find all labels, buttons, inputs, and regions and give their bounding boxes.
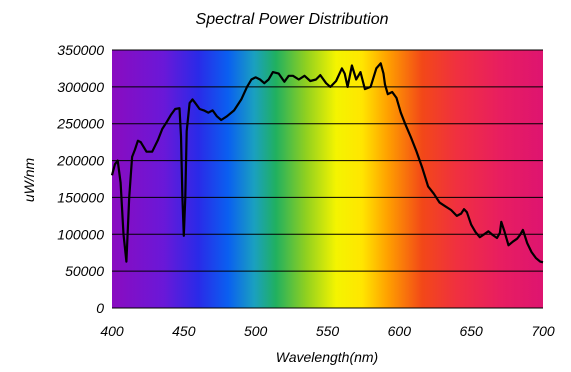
x-tick-label: 450: [172, 323, 196, 339]
x-tick-label: 700: [531, 323, 555, 339]
y-tick-label: 0: [96, 300, 104, 316]
y-tick-label: 350000: [57, 42, 104, 58]
x-tick-label: 600: [388, 323, 412, 339]
y-tick-label: 150000: [57, 189, 104, 205]
y-tick-label: 100000: [57, 226, 104, 242]
plot-area-background: [112, 50, 543, 308]
y-tick-label: 200000: [56, 153, 104, 169]
y-axis-tick-labels: 0 50000 100000 150000 200000 250000 300000 3500…: [56, 42, 104, 316]
y-tick-label: 50000: [65, 263, 104, 279]
chart-title: Spectral Power Distribution: [196, 11, 389, 28]
y-tick-label: 250000: [56, 116, 104, 132]
x-tick-label: 550: [316, 323, 340, 339]
x-tick-label: 500: [244, 323, 268, 339]
x-axis-label: Wavelength(nm): [276, 349, 378, 365]
y-axis-label: uW/nm: [21, 157, 37, 202]
x-tick-label: 400: [100, 323, 124, 339]
x-tick-label: 650: [459, 323, 483, 339]
series-line: [110, 62, 544, 264]
y-tick-label: 300000: [57, 79, 104, 95]
x-axis-tick-labels: 400 450 500 550 600 650 700: [100, 323, 555, 339]
